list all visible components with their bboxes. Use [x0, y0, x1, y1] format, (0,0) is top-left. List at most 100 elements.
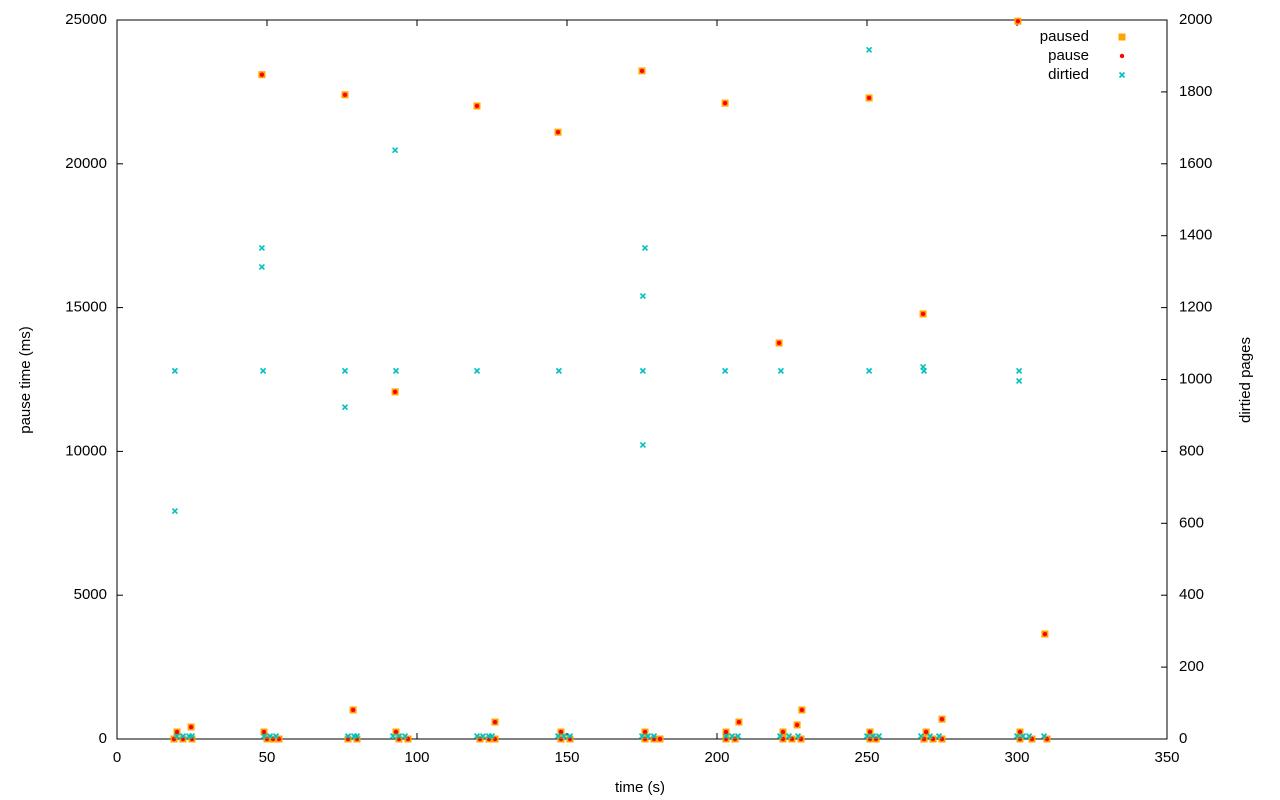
- y2-axis-label: dirtied pages: [1237, 337, 1254, 423]
- point: [736, 719, 742, 725]
- point: [488, 733, 496, 740]
- point: [560, 733, 568, 740]
- point: [638, 733, 646, 740]
- point: [492, 719, 498, 725]
- point: [259, 72, 265, 77]
- point: [342, 92, 348, 97]
- point: [401, 733, 409, 740]
- x-axis-label: time (s): [615, 779, 665, 796]
- point: [555, 129, 561, 135]
- point: [171, 367, 178, 374]
- y2-tick-label: 1800: [1179, 83, 1212, 100]
- point: [188, 724, 194, 730]
- point: [392, 147, 399, 154]
- point: [722, 733, 730, 740]
- point: [1042, 631, 1048, 637]
- x-tick-label: 250: [854, 749, 879, 766]
- legend-marker: [1118, 33, 1126, 41]
- legend-label: paused: [1040, 28, 1089, 45]
- point: [341, 404, 349, 411]
- point: [722, 367, 729, 374]
- point: [794, 733, 802, 740]
- y2-tick-label: 600: [1179, 514, 1204, 531]
- y2-tick-label: 800: [1179, 442, 1204, 459]
- y2-tick-label: 1000: [1179, 370, 1212, 387]
- point: [1025, 733, 1033, 740]
- y2-tick-label: 400: [1179, 586, 1204, 603]
- point: [555, 367, 562, 374]
- point: [260, 367, 267, 374]
- point: [939, 716, 945, 722]
- point: [926, 733, 934, 740]
- point: [794, 722, 800, 728]
- point: [734, 733, 742, 740]
- point: [261, 729, 267, 735]
- point: [799, 707, 805, 713]
- point: [341, 367, 349, 374]
- point: [866, 367, 873, 374]
- point: [260, 733, 268, 740]
- point: [657, 736, 663, 742]
- point: [875, 733, 883, 740]
- legend-marker: [1118, 71, 1126, 79]
- point: [479, 733, 487, 740]
- point: [641, 244, 649, 251]
- x-tick-label: 150: [554, 749, 579, 766]
- y-axis-label: pause time (ms): [17, 326, 34, 434]
- point: [728, 733, 736, 740]
- y-tick-label: 25000: [65, 11, 107, 28]
- point: [723, 729, 729, 735]
- point: [174, 729, 180, 735]
- point: [173, 733, 181, 740]
- point: [272, 733, 280, 740]
- point: [566, 733, 574, 740]
- point: [350, 707, 356, 713]
- point: [644, 733, 652, 740]
- plot-border: [116, 19, 1168, 740]
- point: [395, 733, 403, 740]
- point: [179, 733, 187, 740]
- point: [866, 46, 873, 53]
- point: [1019, 733, 1027, 740]
- x-tick-label: 50: [259, 749, 276, 766]
- legend-marker: [1119, 53, 1125, 59]
- point: [722, 100, 728, 106]
- point: [188, 733, 196, 740]
- point: [258, 263, 265, 271]
- y2-tick-label: 2000: [1179, 11, 1212, 28]
- y-tick-label: 10000: [65, 442, 107, 459]
- point: [171, 508, 178, 515]
- point: [554, 733, 562, 740]
- point: [639, 293, 646, 300]
- y-tick-label: 15000: [65, 299, 107, 316]
- x-tick-label: 200: [704, 749, 729, 766]
- point: [777, 367, 784, 374]
- x-tick-label: 350: [1154, 749, 1179, 766]
- y2-tick-label: 200: [1179, 658, 1204, 675]
- point: [392, 389, 398, 395]
- point: [344, 733, 352, 740]
- point: [776, 733, 784, 740]
- point: [639, 367, 646, 374]
- point: [473, 733, 481, 740]
- y2-tick-label: 0: [1179, 730, 1187, 747]
- point: [863, 733, 871, 740]
- point: [266, 733, 274, 740]
- point: [392, 367, 400, 374]
- legend-label: dirtied: [1048, 66, 1089, 83]
- point: [639, 441, 646, 448]
- y-tick-label: 5000: [74, 586, 107, 603]
- point: [869, 733, 877, 740]
- legend-label: pause: [1048, 47, 1089, 64]
- point: [473, 367, 481, 374]
- point: [920, 311, 926, 317]
- point: [353, 733, 361, 740]
- x-tick-label: 0: [113, 749, 121, 766]
- x-tick-label: 100: [404, 749, 429, 766]
- x-tick-label: 300: [1004, 749, 1029, 766]
- point: [785, 733, 793, 740]
- y-tick-label: 0: [99, 730, 107, 747]
- y-tick-label: 20000: [65, 155, 107, 172]
